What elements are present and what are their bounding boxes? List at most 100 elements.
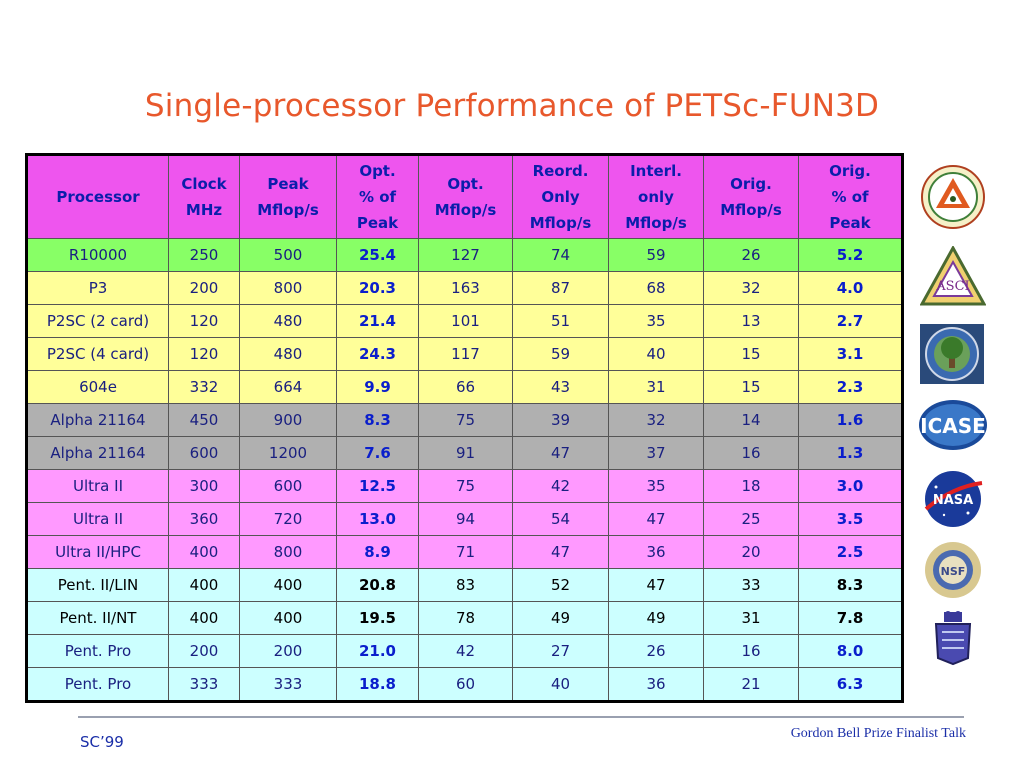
table-row: Pent. Pro 333 333 18.8 60 40 36 21 6.3 [26, 667, 903, 702]
table-cell: 25 [703, 502, 799, 536]
header-reord-only: Reord. Only Mflop/s [512, 154, 609, 239]
table-cell: 54 [512, 502, 609, 536]
table-cell: 8.0 [798, 634, 903, 668]
table-cell: 800 [239, 535, 337, 569]
table-cell: 15 [703, 337, 799, 371]
header-opt-pct-peak: Opt.% of Peak [336, 154, 419, 239]
table-cell: 2.7 [798, 304, 903, 338]
table-cell: 16 [703, 634, 799, 668]
table-cell: 15 [703, 370, 799, 404]
table-cell: 400 [168, 568, 240, 602]
table-cell: 600 [168, 436, 240, 470]
table-cell: 75 [418, 403, 513, 437]
table-cell: 200 [168, 271, 240, 305]
table-cell: 4.0 [798, 271, 903, 305]
header-opt-mflops: Opt. Mflop/s [418, 154, 513, 239]
table-cell: 400 [239, 601, 337, 635]
table-cell: 16 [703, 436, 799, 470]
header-orig-pct-peak: Orig.% of Peak [798, 154, 903, 239]
table-cell: 333 [168, 667, 240, 702]
table-cell: 42 [512, 469, 609, 503]
argonne-logo-icon [921, 165, 985, 229]
table-cell: 450 [168, 403, 240, 437]
table-cell: 1.6 [798, 403, 903, 437]
table-cell: 480 [239, 337, 337, 371]
table-cell: 5.2 [798, 238, 903, 272]
table-cell: 604e [26, 370, 169, 404]
table-cell: 14 [703, 403, 799, 437]
table-cell: Pent. II/NT [26, 601, 169, 635]
table-cell: 117 [418, 337, 513, 371]
table-row: P2SC (4 card) 120 480 24.3 117 59 40 15 3.1 [26, 337, 903, 371]
table-row: 604e 332 664 9.9 66 43 31 15 2.3 [26, 370, 903, 404]
table-cell: 36 [608, 535, 704, 569]
table-cell: 13 [703, 304, 799, 338]
table-cell: 400 [168, 535, 240, 569]
table-cell: 47 [512, 535, 609, 569]
table-cell: 71 [418, 535, 513, 569]
table-cell: 33 [703, 568, 799, 602]
table-cell: 8.3 [336, 403, 419, 437]
table-cell: 68 [608, 271, 704, 305]
table-cell: 8.3 [798, 568, 903, 602]
table-cell: 20 [703, 535, 799, 569]
header-interl-only: Interl. only Mflop/s [608, 154, 704, 239]
table-cell: 18 [703, 469, 799, 503]
table-cell: 24.3 [336, 337, 419, 371]
svg-text:ICASE: ICASE [920, 414, 986, 438]
table-cell: 21.4 [336, 304, 419, 338]
table-cell: 40 [512, 667, 609, 702]
table-cell: 66 [418, 370, 513, 404]
performance-table: Processor Clock MHz Peak Mflop/s Opt.% of P… [25, 153, 904, 703]
table-cell: 7.6 [336, 436, 419, 470]
table-cell: 360 [168, 502, 240, 536]
table-cell: 35 [608, 469, 704, 503]
table-cell: 47 [608, 502, 704, 536]
table-cell: 800 [239, 271, 337, 305]
table-cell: 51 [512, 304, 609, 338]
table-cell: 39 [512, 403, 609, 437]
table-cell: P3 [26, 271, 169, 305]
svg-text:ASCI: ASCI [935, 279, 969, 294]
crown-shield-logo-icon [934, 611, 972, 666]
table-cell: 31 [608, 370, 704, 404]
table-cell: 47 [608, 568, 704, 602]
table-cell: 18.8 [336, 667, 419, 702]
table-cell: 75 [418, 469, 513, 503]
table-cell: Alpha 21164 [26, 436, 169, 470]
table-cell: 720 [239, 502, 337, 536]
table-cell: Pent. Pro [26, 634, 169, 668]
table-row: Pent. II/LIN 400 400 20.8 83 52 47 33 8.3 [26, 568, 903, 602]
table-cell: P2SC (2 card) [26, 304, 169, 338]
table-cell: 37 [608, 436, 704, 470]
table-cell: 49 [512, 601, 609, 635]
table-cell: Ultra II/HPC [26, 535, 169, 569]
header-processor: Processor [26, 154, 169, 239]
table-cell: 27 [512, 634, 609, 668]
table-cell: 13.0 [336, 502, 419, 536]
header-peak: Peak Mflop/s [239, 154, 337, 239]
footer-conference: SC’99 [80, 733, 124, 751]
table-cell: 500 [239, 238, 337, 272]
table-cell: 20.3 [336, 271, 419, 305]
table-cell: 32 [608, 403, 704, 437]
table-cell: 25.4 [336, 238, 419, 272]
table-cell: 47 [512, 436, 609, 470]
table-row: Ultra II 360 720 13.0 94 54 47 25 3.5 [26, 502, 903, 536]
table-cell: 2.3 [798, 370, 903, 404]
table-row: Pent. Pro 200 200 21.0 42 27 26 16 8.0 [26, 634, 903, 668]
table-cell: 600 [239, 469, 337, 503]
table-cell: Pent. Pro [26, 667, 169, 702]
table-row: Alpha 21164 450 900 8.3 75 39 32 14 1.6 [26, 403, 903, 437]
table-cell: 8.9 [336, 535, 419, 569]
table-cell: 3.1 [798, 337, 903, 371]
table-cell: Ultra II [26, 502, 169, 536]
table-cell: 59 [608, 238, 704, 272]
table-cell: 332 [168, 370, 240, 404]
table-cell: 333 [239, 667, 337, 702]
table-cell: 127 [418, 238, 513, 272]
table-row: R10000 250 500 25.4 127 74 59 26 5.2 [26, 238, 903, 272]
table-cell: P2SC (4 card) [26, 337, 169, 371]
table-cell: 20.8 [336, 568, 419, 602]
table-cell: 87 [512, 271, 609, 305]
